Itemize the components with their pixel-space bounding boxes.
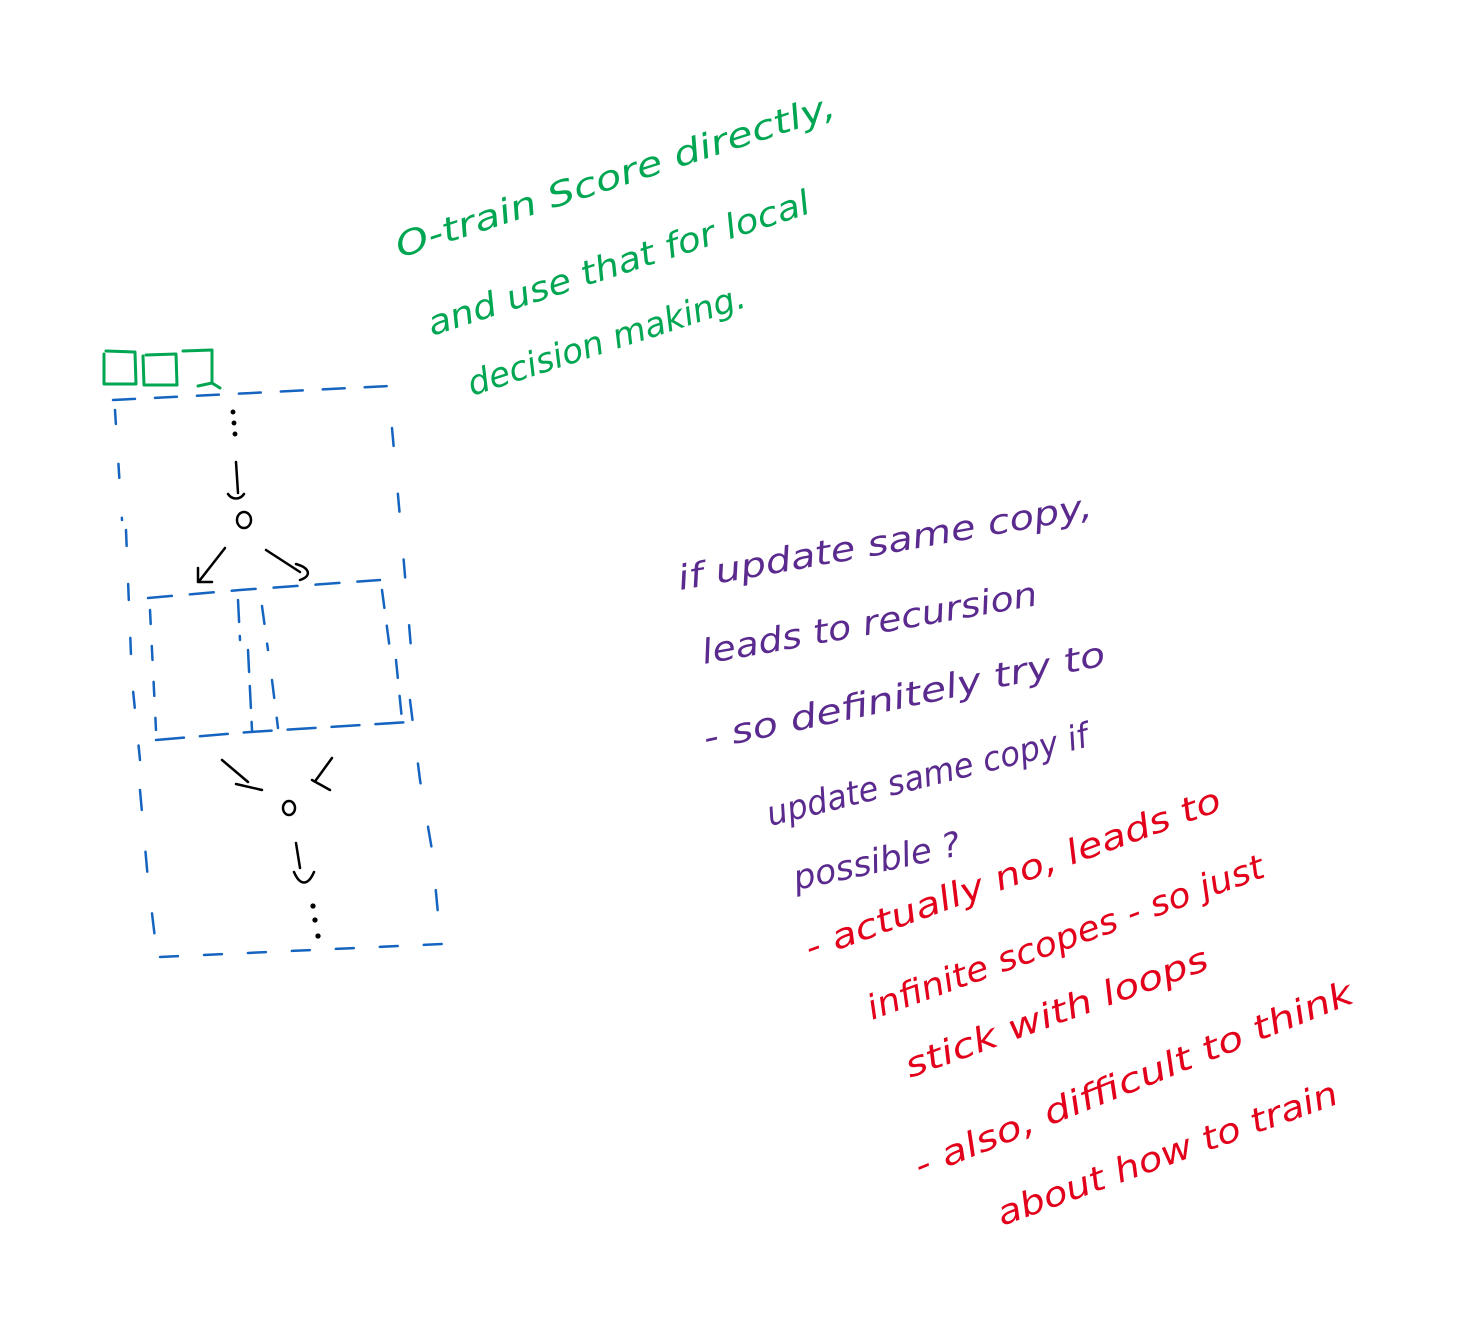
bottom-ellipsis-dot-2: [312, 917, 318, 923]
green-note: O-train Score directly, and use that for…: [390, 86, 840, 404]
flow-diagram: [196, 409, 334, 939]
top-ellipsis-dot-3: [232, 431, 238, 437]
green-box-1: [102, 349, 138, 386]
bottom-node: [281, 799, 297, 817]
arrow-to-right-child: [264, 548, 309, 582]
top-ellipsis-dot-2: [231, 420, 237, 426]
green-note-line-1: O-train Score directly,: [390, 86, 840, 266]
arrow-out-of-bottom-node: [292, 841, 316, 884]
purple-note: if update same copy, leads to recursion …: [675, 487, 1109, 899]
outer-scope-box: [111, 384, 444, 959]
bottom-ellipsis-dot-3: [315, 933, 321, 939]
green-box-3: [181, 348, 222, 390]
arrow-to-left-child: [196, 546, 227, 584]
inner-scope-boxes: [146, 578, 412, 742]
top-ellipsis-dot-1: [230, 409, 236, 415]
top-node: [235, 510, 253, 530]
arrow-from-right-child: [310, 756, 334, 792]
bottom-ellipsis-dot-1: [310, 903, 316, 909]
green-box-2: [141, 352, 179, 387]
green-boxes-icon: [102, 348, 222, 390]
arrow-from-left-child: [220, 758, 264, 792]
arrow-into-top-node: [226, 460, 246, 500]
